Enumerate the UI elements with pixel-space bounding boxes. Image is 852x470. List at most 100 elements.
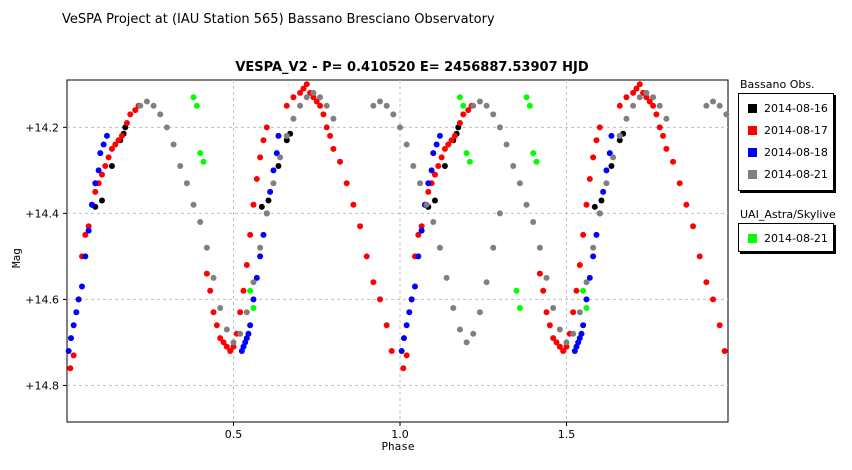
data-point (603, 180, 610, 187)
data-point (343, 180, 350, 187)
app-title: VeSPA Project at (IAU Station 565) Bassa… (62, 12, 495, 27)
data-point (357, 223, 364, 230)
data-point (425, 188, 432, 195)
data-point (580, 231, 587, 238)
data-point (533, 158, 540, 165)
data-point (630, 102, 637, 109)
data-point (270, 167, 277, 174)
data-point (441, 163, 448, 170)
data-point (563, 343, 570, 350)
data-point (636, 94, 643, 101)
data-point (230, 343, 237, 350)
data-point (543, 309, 550, 316)
data-point (470, 330, 477, 337)
data-point (431, 171, 438, 178)
legend-uai: 2014-08-21 (738, 223, 834, 252)
chart-title: VESPA_V2 - P= 0.410520 E= 2456887.53907 … (235, 60, 589, 75)
data-point (710, 296, 717, 303)
data-point (448, 137, 455, 144)
data-point (503, 141, 510, 148)
data-point (240, 287, 247, 294)
data-point (550, 305, 557, 311)
data-point (363, 253, 370, 260)
data-point (516, 305, 523, 311)
data-point (98, 197, 105, 204)
legend-entry: 2014-08-17 (748, 123, 828, 137)
data-point (263, 210, 270, 217)
data-point (443, 274, 450, 281)
data-point (410, 163, 417, 170)
legend-swatch (748, 103, 757, 113)
data-point (317, 94, 324, 101)
data-point (227, 348, 234, 355)
data-point (643, 94, 650, 101)
data-point (583, 296, 590, 303)
axis-ticks: 0.5 1.0 1.5 +14.2 +14.4 +14.6 +14.8 (25, 121, 575, 441)
data-point (418, 223, 425, 230)
data-point (275, 163, 282, 170)
data-point (608, 163, 615, 170)
data-point (203, 244, 210, 251)
data-point (476, 309, 483, 316)
legend-swatch (748, 233, 757, 243)
data-point (445, 141, 452, 148)
data-point (97, 150, 104, 157)
data-point (590, 253, 597, 260)
data-point (398, 348, 405, 355)
data-point (243, 309, 250, 316)
data-point (313, 98, 320, 105)
data-point (593, 231, 600, 238)
data-point (586, 274, 593, 281)
data-point (217, 335, 224, 342)
data-point (703, 102, 710, 109)
data-point (553, 339, 560, 346)
data-point (670, 158, 677, 165)
data-point (103, 132, 110, 139)
data-point (397, 124, 403, 131)
data-point (456, 120, 463, 127)
data-point (260, 231, 267, 238)
legend-bassano: 2014-08-16 2014-08-17 2014-08-18 2014-08-21 (738, 93, 834, 191)
data-point (247, 322, 254, 329)
data-point (451, 132, 458, 139)
data-point (465, 107, 472, 114)
data-point (207, 287, 214, 294)
data-point (127, 111, 134, 118)
data-point (470, 102, 477, 109)
data-point (260, 137, 267, 144)
data-point (690, 223, 697, 230)
data-point (418, 227, 425, 234)
data-point (223, 343, 230, 350)
data-point (323, 124, 330, 131)
data-point (606, 150, 613, 157)
data-point (490, 111, 497, 118)
data-point (102, 163, 109, 170)
data-point (610, 154, 617, 161)
data-point (596, 124, 603, 131)
data-point (100, 141, 107, 148)
data-point (560, 348, 567, 355)
data-point (263, 124, 270, 131)
data-point (556, 326, 563, 333)
data-point (300, 85, 307, 92)
data-point (310, 89, 317, 96)
data-point (170, 141, 177, 148)
data-point (431, 197, 438, 204)
data-point (496, 210, 503, 217)
data-point (428, 167, 435, 174)
data-point (450, 305, 457, 311)
data-point (220, 339, 227, 346)
data-point (403, 352, 410, 359)
data-point (636, 81, 643, 88)
data-point (290, 94, 297, 101)
data-point (608, 132, 615, 139)
data-point (430, 218, 437, 225)
data-point (563, 339, 570, 346)
data-point (247, 287, 254, 294)
data-point (253, 175, 260, 182)
data-point (423, 201, 430, 208)
data-point (438, 154, 445, 161)
series-points (67, 81, 728, 372)
legend-title-bassano: Bassano Obs. (740, 78, 815, 91)
